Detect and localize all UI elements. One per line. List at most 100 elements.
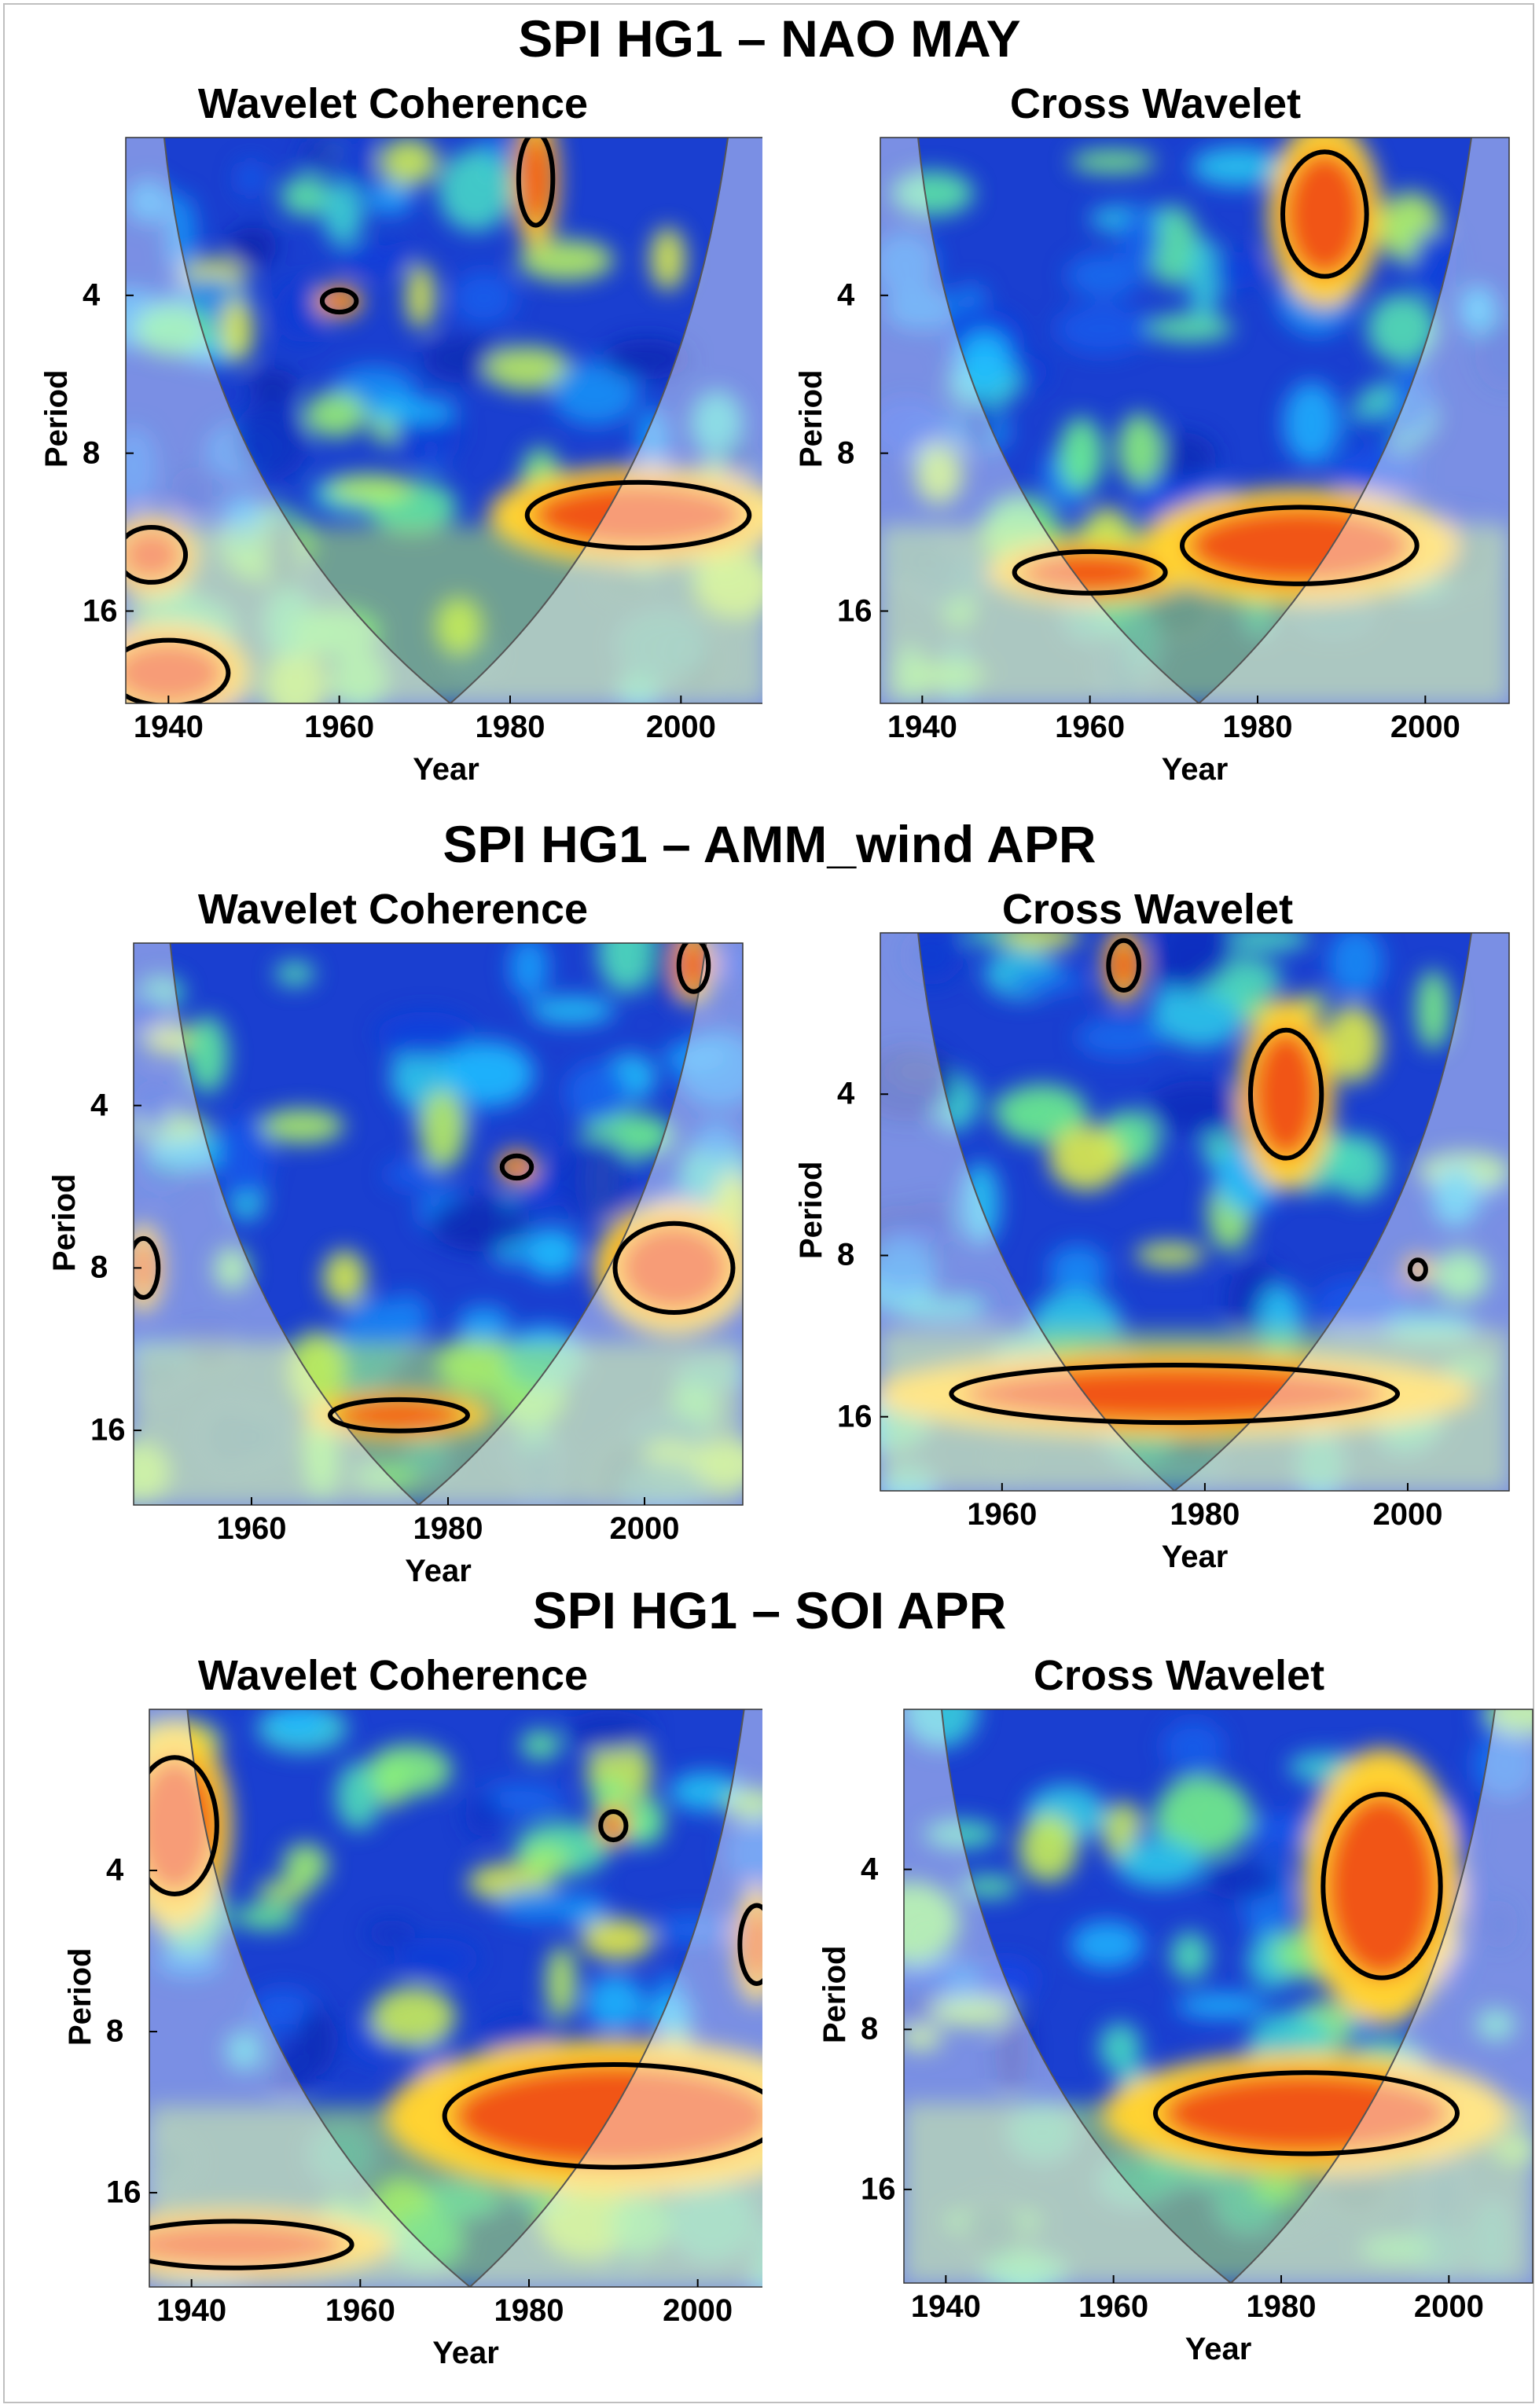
power-blob <box>1390 362 1434 437</box>
hot-core <box>134 1238 158 1298</box>
wavelet-panel-2: Cross Wavelet 4 8 16 1940 1960 1980 2000 Year Per… <box>786 79 1525 833</box>
power-blob <box>1066 253 1144 299</box>
power-blob <box>1475 2008 1516 2041</box>
power-blob <box>327 474 414 504</box>
power-blob <box>520 1845 570 1878</box>
significance-contour <box>442 2062 762 2170</box>
power-blob <box>1000 933 1081 949</box>
panel-title: Cross Wavelet <box>1033 1652 1325 1699</box>
power-blob <box>134 1078 173 1133</box>
power-blob <box>520 1730 561 1760</box>
significance-contour <box>134 1235 161 1300</box>
power-blob <box>518 239 615 281</box>
power-blob <box>580 1918 654 1961</box>
power-blob <box>696 1120 738 1159</box>
power-blob <box>1018 1814 1078 1882</box>
power-blob <box>1048 1245 1107 1294</box>
significance-contour <box>598 1809 629 1843</box>
power-blob <box>1117 413 1163 486</box>
power-blob <box>1283 381 1340 464</box>
power-blob <box>1328 933 1384 998</box>
coi-line-left <box>169 943 420 1505</box>
x-tick-label: 1960 <box>1078 2289 1149 2324</box>
power-blob <box>1188 237 1221 320</box>
power-blob <box>522 1228 581 1278</box>
significance-contour <box>1180 505 1420 586</box>
x-tick-label: 1980 <box>413 1511 483 1546</box>
power-blob <box>959 398 997 453</box>
x-tick-label: 2000 <box>1372 1497 1443 1532</box>
significance-contour <box>1407 1257 1428 1282</box>
power-blob <box>553 1136 636 1220</box>
coi-shade-left <box>149 1709 470 2287</box>
x-tick-label: 1940 <box>133 710 204 744</box>
y-tick-label: 4 <box>837 1076 855 1111</box>
significance-contour <box>149 2219 354 2270</box>
power-blob <box>1203 1859 1282 1900</box>
x-tick-label: 2000 <box>1413 2289 1484 2324</box>
y-tick-label: 4 <box>90 1088 108 1123</box>
power-blob <box>270 2043 318 2092</box>
power-blob <box>1115 1839 1205 1888</box>
power-blob <box>1475 317 1509 391</box>
power-blob <box>662 1042 729 1071</box>
power-blob <box>725 1819 762 1887</box>
coi-shade-right <box>450 138 762 703</box>
power-blob <box>173 466 212 519</box>
power-blob <box>564 1710 652 1753</box>
power-blob <box>233 401 309 480</box>
power-blob <box>1155 1776 1252 1858</box>
x-axis-label: Year <box>1185 2332 1252 2366</box>
significance-contour <box>1153 2070 1460 2157</box>
power-blob <box>457 1306 511 1342</box>
power-blob <box>165 193 197 279</box>
x-tick-label: 1980 <box>1170 1497 1240 1532</box>
power-blob <box>370 1986 457 2047</box>
power-blob <box>1416 970 1451 1050</box>
hot-core <box>502 1155 531 1179</box>
power-blob <box>379 138 439 186</box>
power-blob <box>495 1888 582 1922</box>
power-blob <box>336 244 414 273</box>
power-blob <box>376 1011 476 1059</box>
plot-frame <box>880 932 1510 1492</box>
wavelet-panel-5: Wavelet Coherence 4 8 16 1940 1960 1980 2000 Yea… <box>24 1650 762 2405</box>
power-blob <box>649 227 686 291</box>
power-blob <box>1483 1709 1533 1734</box>
power-blob <box>322 180 364 247</box>
figure-frame <box>3 3 1534 2403</box>
significance-contour <box>1320 1792 1443 1980</box>
power-blob <box>465 1792 502 1837</box>
x-tick-label: 1940 <box>887 710 957 744</box>
power-blob <box>282 1843 329 1887</box>
power-blob <box>1075 1017 1164 1058</box>
hot-core <box>618 1223 730 1312</box>
power-blob <box>629 1797 665 1845</box>
hot-core <box>519 138 553 226</box>
power-blob <box>1431 1165 1479 1228</box>
coi-shade-right <box>1174 933 1509 1491</box>
power-blob <box>1055 303 1150 355</box>
power-blob <box>1432 1250 1489 1302</box>
power-blob <box>266 1709 330 1740</box>
y-tick-label: 8 <box>106 2013 124 2049</box>
power-blob <box>304 391 367 438</box>
x-tick-label: 1960 <box>216 1511 287 1546</box>
coi-line-left <box>186 1709 471 2287</box>
power-field <box>149 1709 762 2287</box>
hot-core <box>1109 940 1139 991</box>
y-tick-label: 16 <box>90 1412 126 1448</box>
x-axis-label: Year <box>432 2336 499 2370</box>
power-blob <box>1411 229 1457 296</box>
significance-contour <box>1012 549 1168 596</box>
y-tick-label: 8 <box>837 435 855 471</box>
power-blob <box>1220 933 1311 952</box>
power-blob <box>635 407 670 476</box>
power-blob <box>931 1998 1020 2028</box>
x-tick-label: 2000 <box>609 1511 680 1546</box>
plot-frame <box>133 942 744 1506</box>
power-blob <box>721 440 752 479</box>
power-blob <box>1147 1081 1247 1136</box>
y-tick-label: 8 <box>83 435 101 471</box>
power-blob <box>280 175 331 217</box>
